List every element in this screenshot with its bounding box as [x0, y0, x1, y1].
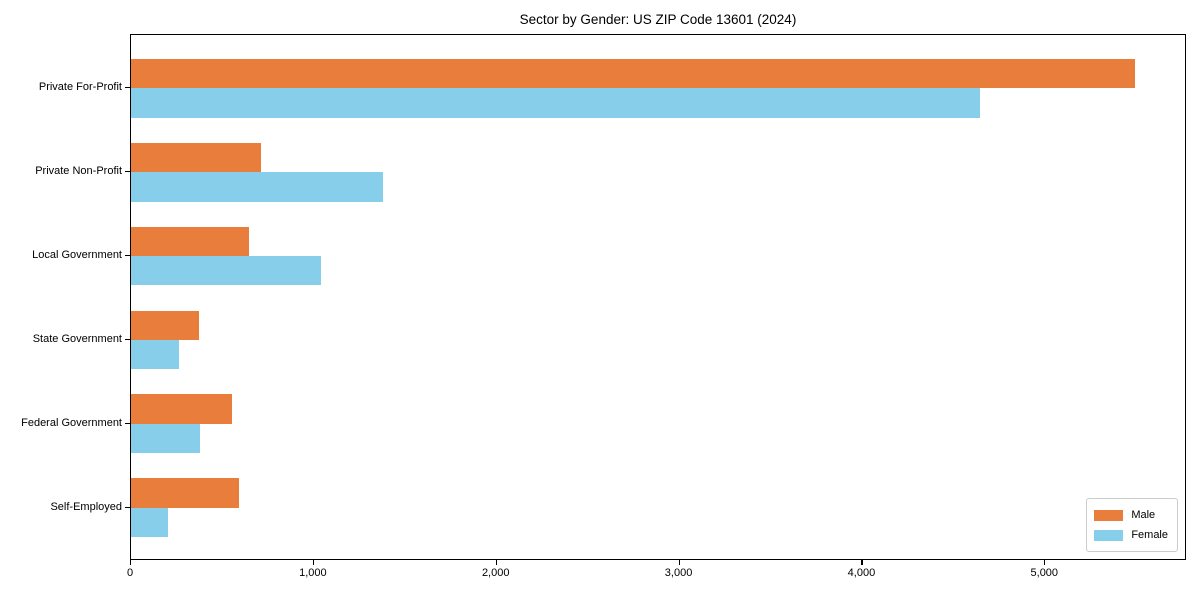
legend: Male Female: [1086, 498, 1178, 552]
x-tick-mark: [678, 560, 680, 565]
female-series-swatch: [1094, 529, 1124, 541]
y-tick-mark: [125, 422, 130, 425]
y-tick-mark: [125, 338, 130, 341]
x-tick-label-2000: 2,000: [481, 567, 510, 579]
x-tick-label-3000: 3,000: [664, 567, 693, 579]
y-tick-label-private-for-profit: Private For-Profit: [38, 81, 122, 94]
y-tick-label-state-government: State Government: [32, 332, 122, 345]
x-tick-label-4000: 4,000: [847, 567, 876, 579]
legend-label-female: Female: [1131, 529, 1168, 541]
bar-private-for-profit-male: [131, 58, 1135, 89]
bar-private-non-profit-male: [131, 142, 262, 173]
chart-title: Sector by Gender: US ZIP Code 13601 (202…: [519, 12, 797, 27]
x-tick-mark: [312, 560, 315, 565]
x-tick-mark: [861, 560, 863, 565]
male-series-swatch: [1094, 509, 1124, 521]
y-tick-label-private-non-profit: Private Non-Profit: [35, 165, 122, 178]
x-tick-mark: [495, 560, 497, 565]
y-tick-label-federal-government: Federal Government: [21, 416, 122, 429]
x-tick-label-5000: 5,000: [1030, 567, 1059, 579]
y-tick-mark: [125, 255, 130, 257]
y-tick-label-self-employed: Self-Employed: [50, 500, 122, 513]
x-tick-label-0: 0: [126, 567, 134, 579]
legend-item-male: Male: [1094, 505, 1168, 525]
bar-private-for-profit-female: [131, 88, 980, 118]
legend-item-female: Female: [1094, 525, 1168, 545]
bar-self-employed-male: [131, 478, 239, 508]
bar-self-employed-female: [131, 507, 169, 538]
bar-state-government-male: [131, 310, 199, 340]
bar-federal-government-male: [131, 394, 233, 424]
bar-local-government-female: [131, 256, 321, 286]
plot-area: Male Female: [130, 34, 1186, 560]
y-tick-label-local-government: Local Government: [32, 249, 122, 262]
bar-local-government-male: [131, 226, 249, 257]
x-tick-mark: [130, 560, 132, 565]
x-tick-label-1000: 1,000: [299, 567, 327, 579]
legend-label-male: Male: [1131, 509, 1156, 521]
bar-federal-government-female: [131, 423, 201, 454]
y-tick-mark: [125, 87, 130, 89]
y-tick-mark: [125, 506, 130, 508]
x-tick-mark: [1044, 560, 1046, 565]
bar-state-government-female: [131, 339, 180, 370]
bar-private-non-profit-female: [131, 172, 383, 202]
y-tick-mark: [125, 171, 130, 173]
